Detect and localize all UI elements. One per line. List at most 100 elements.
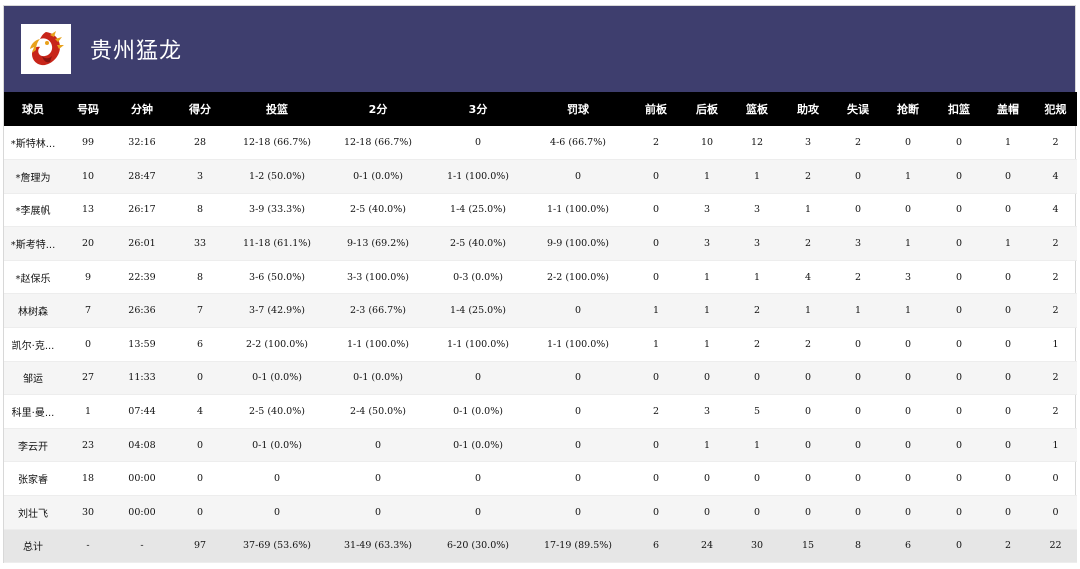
cell-player[interactable]: 邹运 xyxy=(4,361,62,396)
cell-player[interactable]: *李展帆 xyxy=(4,193,62,228)
cell-oreb: 2 xyxy=(632,126,680,161)
cell-stl: 1 xyxy=(880,159,936,194)
cell-oreb: 0 xyxy=(632,428,680,463)
cell-fg: 0-1 (0.0%) xyxy=(230,428,324,463)
cell-fg: 3-7 (42.9%) xyxy=(230,293,324,329)
cell-player[interactable]: 林树森 xyxy=(4,293,62,329)
column-header-dreb[interactable]: 后板 xyxy=(696,103,718,116)
column-header-ft[interactable]: 罚球 xyxy=(567,103,589,116)
cell-two-pt: 9-13 (69.2%) xyxy=(324,226,432,261)
cell-number: 18 xyxy=(62,461,114,497)
cell-dunk: 0 xyxy=(936,193,982,228)
cell-minutes: 26:17 xyxy=(114,193,170,228)
cell-stl: 1 xyxy=(880,293,936,329)
player-row: 邹运 27 11:33 0 0-1 (0.0%) 0-1 (0.0%) 0 0 0 0 0 0 0 0 0 0… xyxy=(4,361,1077,396)
cell-reb: 12 xyxy=(734,126,780,161)
cell-two-pt: 3-3 (100.0%) xyxy=(324,260,432,295)
column-header-number[interactable]: 号码 xyxy=(77,103,99,116)
cell-pf: 1 xyxy=(1034,428,1077,463)
column-header-stl[interactable]: 抢断 xyxy=(897,103,919,116)
player-row: 林树森 7 26:36 7 3-7 (42.9%) 2-3 (66.7%) 1-4 (25.… xyxy=(4,293,1077,329)
cell-three-pt: 1-4 (25.0%) xyxy=(432,293,524,329)
cell-reb: 0 xyxy=(734,495,780,530)
cell-ft: 0 xyxy=(524,428,632,463)
cell-points: 3 xyxy=(170,159,230,194)
cell-three-pt: 6-20 (30.0%) xyxy=(432,529,524,564)
cell-tov: 0 xyxy=(836,495,880,530)
column-header-ast[interactable]: 助攻 xyxy=(797,103,819,116)
cell-player[interactable]: *赵保乐 xyxy=(4,260,62,295)
column-header-reb[interactable]: 篮板 xyxy=(746,103,768,116)
cell-reb: 3 xyxy=(734,226,780,261)
cell-minutes: 00:00 xyxy=(114,461,170,497)
column-header-minutes[interactable]: 分钟 xyxy=(131,103,153,116)
column-header-oreb[interactable]: 前板 xyxy=(645,103,667,116)
cell-player: 总计 xyxy=(4,529,62,564)
cell-ft: 4-6 (66.7%) xyxy=(524,126,632,161)
cell-ast: 15 xyxy=(780,529,836,564)
cell-player[interactable]: 刘壮飞 xyxy=(4,495,62,530)
cell-two-pt: 31-49 (63.3%) xyxy=(324,529,432,564)
cell-two-pt: 0-1 (0.0%) xyxy=(324,159,432,194)
cell-two-pt: 2-5 (40.0%) xyxy=(324,193,432,228)
cell-blk: 0 xyxy=(982,193,1034,228)
cell-stl: 0 xyxy=(880,327,936,362)
cell-pf: 0 xyxy=(1034,461,1077,497)
cell-dreb: 0 xyxy=(680,495,734,530)
column-header-fg[interactable]: 投篮 xyxy=(266,103,288,116)
cell-reb: 5 xyxy=(734,394,780,429)
cell-tov: 3 xyxy=(836,226,880,261)
cell-two-pt: 1-1 (100.0%) xyxy=(324,327,432,362)
column-header-blk[interactable]: 盖帽 xyxy=(997,103,1019,116)
cell-three-pt: 0 xyxy=(432,126,524,161)
cell-fg: 37-69 (53.6%) xyxy=(230,529,324,564)
cell-player[interactable]: 李云开 xyxy=(4,428,62,463)
cell-fg: 11-18 (61.1%) xyxy=(230,226,324,261)
cell-ast: 2 xyxy=(780,226,836,261)
cell-player[interactable]: *斯特林... xyxy=(4,126,62,161)
cell-ft: 0 xyxy=(524,461,632,497)
cell-two-pt: 0 xyxy=(324,428,432,463)
column-header-tov[interactable]: 失误 xyxy=(847,103,869,116)
cell-oreb: 0 xyxy=(632,260,680,295)
cell-three-pt: 0 xyxy=(432,361,524,396)
cell-player[interactable]: *詹理为 xyxy=(4,159,62,194)
cell-player[interactable]: 科里·曼... xyxy=(4,394,62,429)
cell-points: 0 xyxy=(170,361,230,396)
cell-three-pt: 0-1 (0.0%) xyxy=(432,428,524,463)
cell-dreb: 0 xyxy=(680,461,734,497)
cell-tov: 2 xyxy=(836,260,880,295)
cell-stl: 1 xyxy=(880,226,936,261)
cell-three-pt: 2-5 (40.0%) xyxy=(432,226,524,261)
player-row: *斯特林... 99 32:16 28 12-18 (66.7%) 12-18 (66.7… xyxy=(4,126,1077,161)
cell-three-pt: 0-1 (0.0%) xyxy=(432,394,524,429)
column-header-points[interactable]: 得分 xyxy=(189,103,211,116)
cell-dunk: 0 xyxy=(936,461,982,497)
cell-ast: 0 xyxy=(780,428,836,463)
player-row: *李展帆 13 26:17 8 3-9 (33.3%) 2-5 (40.0%) 1-4 (2… xyxy=(4,193,1077,228)
cell-ft: 0 xyxy=(524,159,632,194)
cell-pf: 22 xyxy=(1034,529,1077,564)
cell-minutes: - xyxy=(114,529,170,564)
column-header-pf[interactable]: 犯规 xyxy=(1044,103,1067,116)
cell-two-pt: 0 xyxy=(324,495,432,530)
cell-player[interactable]: 凯尔·克... xyxy=(4,327,62,362)
column-header-player[interactable]: 球员 xyxy=(22,103,44,116)
cell-player[interactable]: *斯考特... xyxy=(4,226,62,261)
cell-ast: 2 xyxy=(780,159,836,194)
cell-player[interactable]: 张家睿 xyxy=(4,461,62,497)
cell-ft: 9-9 (100.0%) xyxy=(524,226,632,261)
column-header-two-pt[interactable]: 2分 xyxy=(368,103,388,116)
cell-pf: 2 xyxy=(1034,260,1077,295)
column-header-dunk[interactable]: 扣篮 xyxy=(948,103,970,116)
cell-reb: 1 xyxy=(734,159,780,194)
cell-pf: 2 xyxy=(1034,293,1077,329)
cell-ast: 0 xyxy=(780,361,836,396)
cell-tov: 2 xyxy=(836,126,880,161)
column-header-three-pt[interactable]: 3分 xyxy=(468,103,488,116)
cell-stl: 3 xyxy=(880,260,936,295)
cell-reb: 0 xyxy=(734,361,780,396)
cell-reb: 30 xyxy=(734,529,780,564)
cell-three-pt: 0 xyxy=(432,461,524,497)
cell-tov: 0 xyxy=(836,394,880,429)
